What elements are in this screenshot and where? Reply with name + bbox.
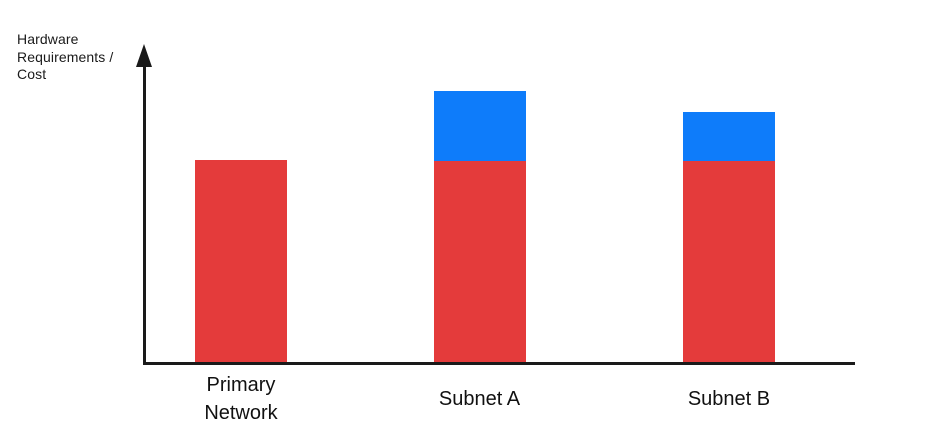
y-axis-label-line-2: Requirements /	[17, 48, 114, 65]
x-axis-line	[143, 362, 855, 365]
bar-subnet-b-segment-base-cost	[683, 161, 775, 362]
category-label-primary-network: Primary Network	[204, 374, 278, 424]
y-axis-label-line-1: Hardware	[17, 31, 79, 47]
category-label-subnet-b: Subnet B	[687, 388, 771, 410]
bar-subnet-a-segment-extra-cost	[433, 91, 526, 161]
y-axis-label-line-3: Cost	[17, 66, 47, 82]
bar-subnet-b	[683, 112, 775, 362]
y-axis-arrowhead-icon	[136, 44, 152, 67]
category-label-subnet-a: Subnet A	[438, 388, 521, 410]
bar-subnet-a	[433, 91, 526, 362]
bar-subnet-b-segment-extra-cost	[683, 112, 775, 161]
bar-subnet-a-segment-base-cost	[433, 161, 526, 362]
bar-primary-network-segment-base-cost	[195, 160, 287, 362]
bar-primary-network	[195, 160, 287, 362]
y-axis-line	[143, 58, 146, 365]
y-axis-label: Hardware Requirements / Cost	[17, 31, 113, 84]
